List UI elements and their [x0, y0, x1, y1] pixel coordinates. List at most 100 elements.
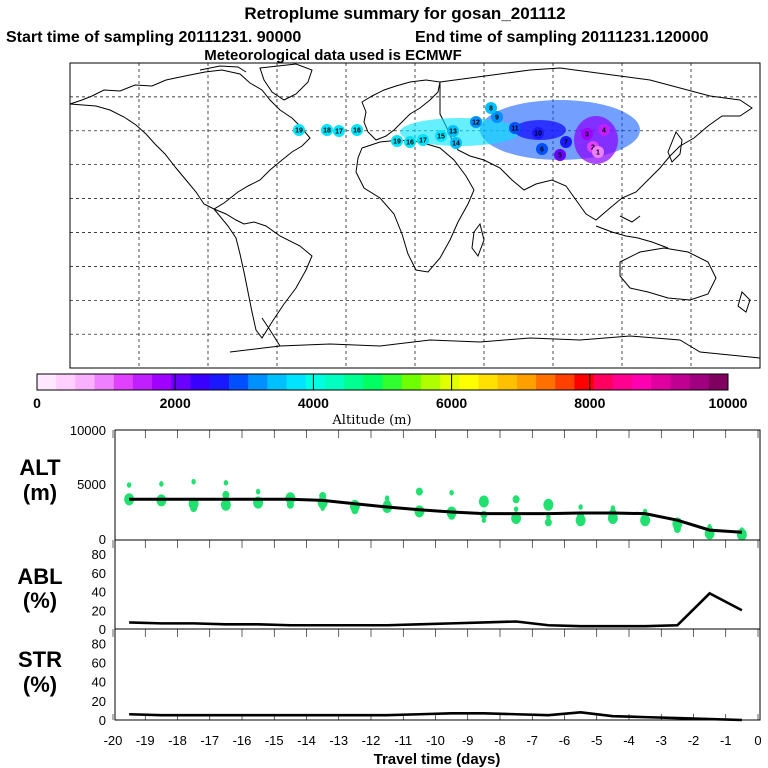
x-tick-label: -3 — [655, 733, 667, 748]
abl-ylabel-top: ABL — [17, 564, 62, 589]
map-cluster-label: 6 — [540, 147, 544, 154]
alt-cluster-blob — [126, 482, 132, 488]
map-gridlines — [70, 63, 761, 368]
alt-ylabel-bottom: (m) — [23, 480, 57, 505]
percent-ytick-label: 0 — [99, 713, 106, 728]
colorbar-swatch — [516, 374, 537, 390]
colorbar-label: Altitude (m) — [331, 413, 411, 428]
colorbar-swatch — [209, 374, 230, 390]
alt-cluster-blob — [478, 495, 489, 508]
colorbar-swatch — [420, 374, 441, 390]
colorbar-swatch — [152, 374, 172, 390]
x-tick-label: 0 — [754, 733, 761, 748]
colorbar-swatch — [632, 374, 652, 390]
colorbar-swatch — [593, 374, 614, 390]
alt-cluster-blob — [544, 518, 552, 527]
colorbar-swatch — [171, 374, 191, 390]
str-line — [129, 711, 742, 722]
map-cluster-dot — [447, 125, 459, 137]
colorbar-swatch — [382, 374, 403, 390]
map-cluster-label: 11 — [511, 126, 519, 133]
percent-ytick-label: 60 — [92, 656, 106, 671]
altitude-colorbar — [36, 373, 729, 391]
map-cluster-dot — [470, 116, 482, 128]
alt-cluster-blob — [220, 498, 231, 511]
x-tick-label: -7 — [526, 733, 538, 748]
colorbar-swatch — [286, 374, 307, 390]
x-tick-label: -10 — [426, 733, 445, 748]
map-cluster-label: 16 — [406, 140, 414, 147]
alt-cluster-blob — [222, 490, 230, 499]
map-cluster-dot — [581, 128, 593, 140]
map-cluster-label: 19 — [393, 139, 401, 146]
map-cluster-label: 9 — [495, 115, 499, 122]
alt-cluster-blob — [546, 514, 551, 520]
colorbar-swatch — [612, 374, 633, 390]
map-cluster-label: 3 — [585, 132, 589, 139]
abl-line — [129, 591, 743, 628]
colorbar-tick-label: 6000 — [436, 395, 467, 411]
alt-cluster-blob — [384, 495, 390, 502]
percent-ytick-label: 20 — [92, 694, 106, 709]
alt-cluster-blob — [578, 504, 583, 510]
alt-cluster-blob — [223, 480, 229, 486]
map-cluster-dot — [351, 124, 363, 136]
x-tick-label: -8 — [494, 733, 506, 748]
colorbar-swatch — [113, 374, 134, 390]
alt-data-marks — [112, 430, 759, 541]
alt-ytick-5000: 5000 — [77, 477, 106, 492]
alt-mean-line — [129, 497, 742, 534]
map-cluster-label: 7 — [564, 140, 568, 147]
alt-cluster-blob — [255, 488, 261, 495]
alt-cluster-blob — [320, 505, 325, 511]
x-axis-label: Travel time (days) — [374, 751, 501, 768]
alt-cluster-blob — [449, 489, 454, 496]
x-tick-label: -14 — [297, 733, 316, 748]
x-tick-label: -12 — [362, 733, 381, 748]
colorbar-swatch — [248, 374, 268, 390]
colorbar-swatch — [536, 374, 556, 390]
colorbar-swatch — [670, 374, 691, 390]
colorbar-tick-label: 0 — [33, 395, 41, 411]
x-tick-label: -4 — [623, 733, 635, 748]
map-cluster-dot — [391, 135, 403, 147]
map-cluster-dot — [321, 124, 333, 136]
alt-panel: ALT (m) 10000 5000 0 — [19, 423, 761, 547]
x-tick-label: -9 — [462, 733, 474, 748]
alt-ytick-0: 0 — [99, 532, 106, 547]
alt-cluster-blob — [448, 511, 456, 520]
map-cluster-label: 17 — [419, 138, 427, 145]
x-tick-label: -17 — [200, 733, 219, 748]
map-cluster-dot — [598, 124, 610, 136]
str-ytick-labels: 80 60 40 20 0 — [92, 636, 106, 728]
x-tick-label: -16 — [233, 733, 252, 748]
map-cluster-label: 14 — [452, 141, 460, 148]
map-cluster-label: 5 — [558, 153, 562, 160]
map-cluster-dot — [554, 149, 566, 161]
plume-shade-west — [400, 118, 520, 146]
abl-data-marks — [112, 540, 759, 628]
colorbar-swatch — [478, 374, 499, 390]
x-axis-ticks: -20 -19 -18 -17 -16 -15 -14 -13 -12 -11 -10 -9 -8 -7-… — [104, 714, 762, 748]
percent-ytick-label: 80 — [92, 636, 106, 651]
alt-cluster-blob — [481, 517, 487, 523]
colorbar-swatch — [459, 374, 479, 390]
x-tick-label: -15 — [265, 733, 284, 748]
alt-cluster-blob — [415, 487, 423, 496]
percent-ytick-label: 40 — [92, 585, 106, 600]
map-cluster-dot — [485, 102, 497, 114]
alt-ylabel-top: ALT — [19, 455, 61, 480]
colorbar-swatch — [37, 374, 57, 390]
met-data-note: Meteorological data used is ECMWF — [204, 47, 462, 64]
x-tick-label: -11 — [394, 733, 412, 748]
colorbar-tick-labels: 0 2000 4000 6000 8000 10000 — [33, 374, 748, 411]
x-tick-label: -19 — [136, 733, 155, 748]
colorbar-tick-label: 8000 — [574, 395, 605, 411]
colorbar-tick-label: 2000 — [160, 395, 191, 411]
map-cluster-label: 8 — [489, 106, 493, 113]
map-cluster-dot — [592, 146, 604, 158]
world-map: 19 18 17 16 19 16 17 14 15 13 12 10 11 98 7 6 5 4 321 — [69, 62, 761, 369]
alt-ytick-10000: 10000 — [70, 423, 106, 438]
percent-ytick-label: 80 — [92, 547, 106, 562]
alt-cluster-blob — [286, 500, 294, 509]
